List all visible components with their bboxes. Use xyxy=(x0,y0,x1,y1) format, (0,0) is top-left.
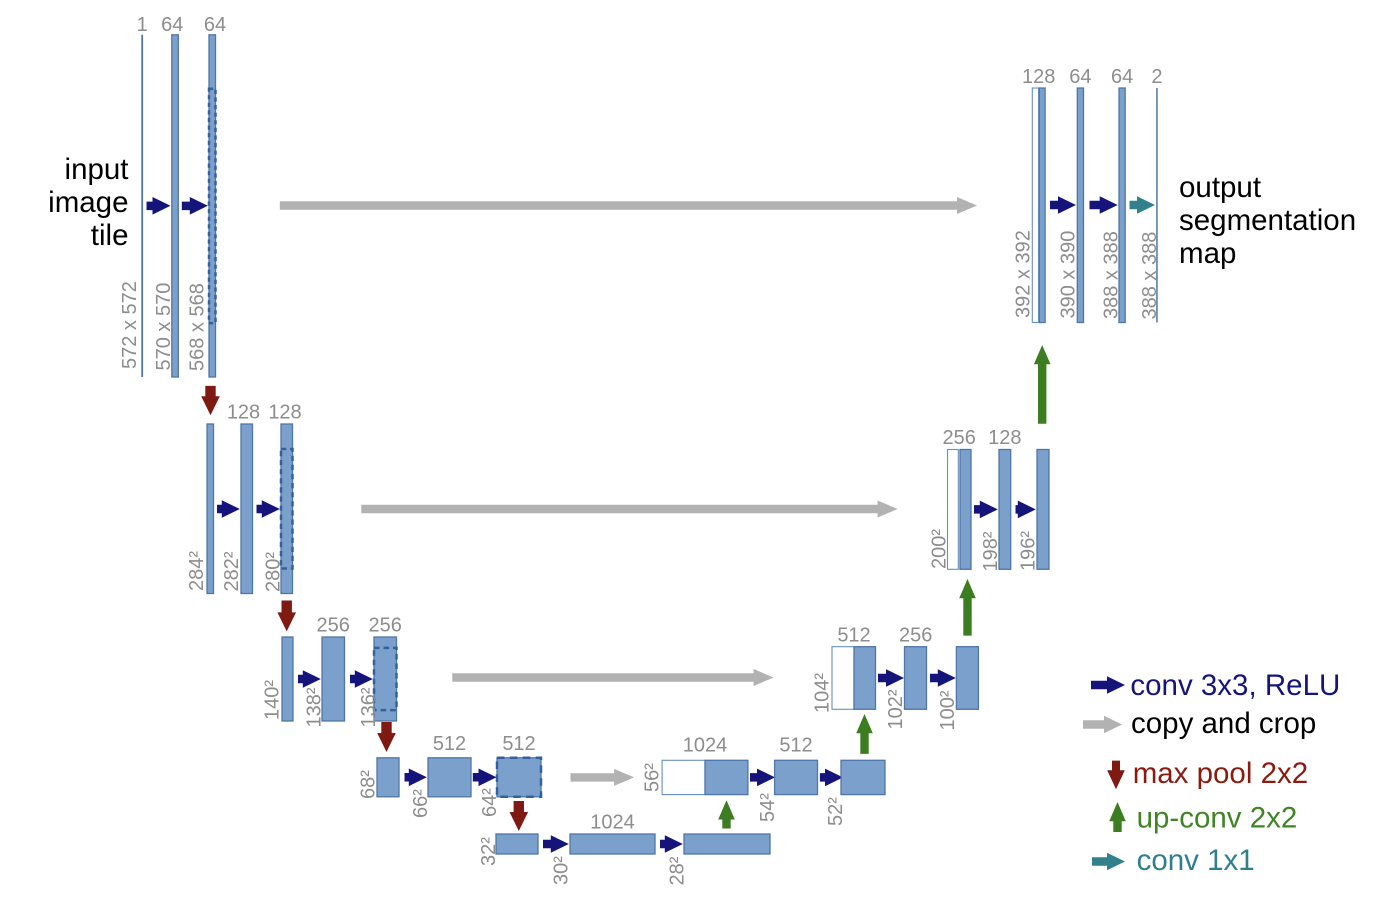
svg-text:1024: 1024 xyxy=(590,812,635,834)
svg-text:390 x 390: 390 x 390 xyxy=(1058,231,1080,319)
svg-text:196²: 196² xyxy=(1018,531,1040,571)
svg-text:tile: tile xyxy=(91,219,129,252)
svg-text:512: 512 xyxy=(433,733,466,755)
svg-text:max pool 2x2: max pool 2x2 xyxy=(1133,757,1308,790)
svg-text:64: 64 xyxy=(1069,66,1091,88)
svg-text:282²: 282² xyxy=(221,551,243,591)
svg-text:66²: 66² xyxy=(410,789,432,818)
svg-text:136²: 136² xyxy=(358,687,380,727)
svg-text:68²: 68² xyxy=(358,770,380,799)
svg-text:28²: 28² xyxy=(667,856,689,885)
svg-text:512: 512 xyxy=(837,625,870,647)
svg-text:256: 256 xyxy=(369,615,402,637)
svg-text:128: 128 xyxy=(988,427,1021,449)
svg-text:200²: 200² xyxy=(929,529,951,569)
svg-text:388 x 388: 388 x 388 xyxy=(1100,231,1122,319)
svg-text:284²: 284² xyxy=(186,551,208,591)
svg-text:280²: 280² xyxy=(263,552,285,592)
svg-text:52²: 52² xyxy=(825,797,847,826)
svg-text:568 x 568: 568 x 568 xyxy=(186,283,208,371)
svg-text:64: 64 xyxy=(1111,66,1133,88)
svg-text:256: 256 xyxy=(899,625,932,647)
svg-text:1024: 1024 xyxy=(683,735,728,757)
svg-text:input: input xyxy=(65,153,129,186)
svg-text:512: 512 xyxy=(502,733,535,755)
svg-text:64: 64 xyxy=(161,14,183,36)
svg-text:copy and crop: copy and crop xyxy=(1131,707,1316,740)
svg-text:56²: 56² xyxy=(642,763,664,792)
svg-text:output: output xyxy=(1179,171,1261,204)
svg-text:segmentation: segmentation xyxy=(1179,204,1356,237)
svg-text:conv 1x1: conv 1x1 xyxy=(1137,844,1255,877)
svg-text:2: 2 xyxy=(1151,66,1162,88)
svg-text:572 x 572: 572 x 572 xyxy=(119,281,141,369)
svg-text:54²: 54² xyxy=(757,793,779,822)
svg-text:128: 128 xyxy=(268,401,301,423)
svg-text:256: 256 xyxy=(317,615,350,637)
svg-text:512: 512 xyxy=(779,735,812,757)
svg-text:image: image xyxy=(48,186,128,219)
svg-text:map: map xyxy=(1179,237,1236,270)
svg-text:198²: 198² xyxy=(980,531,1002,571)
svg-text:102²: 102² xyxy=(885,689,907,729)
svg-text:128: 128 xyxy=(1022,66,1055,88)
svg-text:up-conv 2x2: up-conv 2x2 xyxy=(1137,802,1298,835)
svg-text:100²: 100² xyxy=(937,690,959,730)
svg-text:256: 256 xyxy=(943,427,976,449)
svg-text:138²: 138² xyxy=(304,687,326,727)
svg-text:128: 128 xyxy=(227,401,260,423)
svg-text:388 x 388: 388 x 388 xyxy=(1139,232,1161,320)
svg-text:32²: 32² xyxy=(478,837,500,866)
svg-text:104²: 104² xyxy=(812,673,834,713)
svg-text:1: 1 xyxy=(137,14,148,36)
svg-text:392 x 392: 392 x 392 xyxy=(1013,230,1035,318)
svg-text:570 x 570: 570 x 570 xyxy=(153,283,175,371)
svg-text:30²: 30² xyxy=(551,856,573,885)
svg-text:140²: 140² xyxy=(262,680,284,720)
svg-text:64²: 64² xyxy=(479,788,501,817)
svg-text:64: 64 xyxy=(204,14,226,36)
svg-text:conv 3x3, ReLU: conv 3x3, ReLU xyxy=(1130,669,1340,702)
